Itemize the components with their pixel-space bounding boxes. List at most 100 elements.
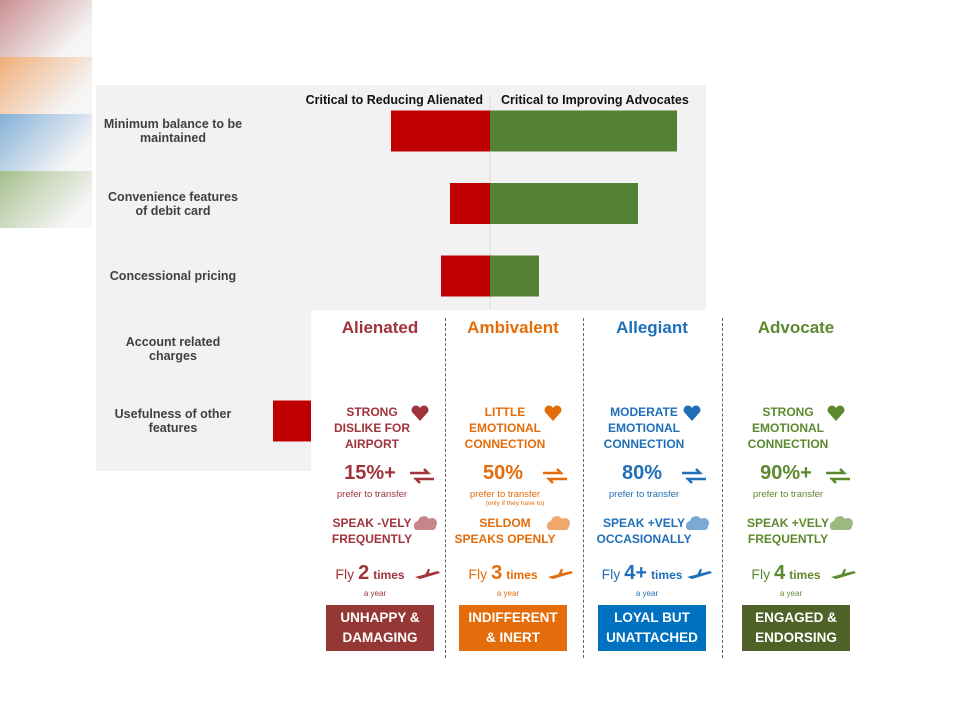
verdict-box bbox=[598, 605, 706, 651]
speak-text: FREQUENTLY bbox=[747, 532, 829, 546]
header-left: Critical to Reducing Alienated bbox=[305, 93, 483, 107]
bar bbox=[490, 183, 638, 224]
segment-title: Ambivalent bbox=[467, 318, 559, 337]
fly-count: 4 bbox=[774, 562, 786, 584]
emotion-text: STRONG bbox=[346, 405, 398, 419]
plane-icon bbox=[548, 569, 573, 579]
heart-icon bbox=[411, 405, 429, 421]
emotion-text: LITTLE bbox=[484, 405, 526, 419]
column-divider bbox=[583, 318, 584, 658]
fly-unit: times bbox=[651, 568, 683, 582]
transfer-percent: 90%+ bbox=[760, 462, 812, 484]
category-label: Concessional pricing bbox=[109, 269, 237, 283]
emotion-text: CONNECTION bbox=[603, 437, 685, 451]
heart-icon bbox=[827, 405, 845, 421]
fly-label: Fly bbox=[335, 566, 355, 582]
speak-text: OCCASIONALLY bbox=[596, 532, 692, 546]
transfer-icon bbox=[543, 468, 567, 484]
fly-count: 3 bbox=[491, 562, 503, 584]
heart-icon bbox=[683, 405, 701, 421]
category-label: Convenience features of debit card bbox=[108, 189, 238, 218]
transfer-text: prefer to transfer bbox=[752, 489, 824, 500]
transfer-percent: 50% bbox=[482, 462, 524, 484]
speak-text: SPEAK -VELY bbox=[332, 516, 412, 530]
fly-unit: times bbox=[506, 568, 538, 582]
column-divider bbox=[722, 318, 723, 658]
heart-shape bbox=[544, 405, 562, 421]
bar bbox=[490, 110, 677, 152]
cloud-icon bbox=[685, 516, 709, 530]
verdict-text: UNATTACHED bbox=[606, 630, 698, 645]
cloud-shape bbox=[829, 516, 853, 530]
emotion-text: EMOTIONAL bbox=[752, 421, 824, 435]
category-label: Account related charges bbox=[125, 334, 221, 363]
verdict-text: & INERT bbox=[486, 630, 540, 645]
plane-shape bbox=[415, 569, 440, 579]
emotion-text: AIRPORT bbox=[345, 437, 399, 451]
category-label: Usefulness of other features bbox=[114, 407, 232, 435]
bar bbox=[490, 255, 539, 297]
plane-icon bbox=[415, 569, 440, 579]
cloud-icon bbox=[829, 516, 853, 530]
emotion-text: DISLIKE FOR bbox=[333, 421, 410, 435]
verdict-box bbox=[742, 605, 850, 651]
segment-photo bbox=[0, 114, 92, 171]
transfer-percent: 80% bbox=[621, 462, 663, 484]
transfer-text: prefer to transfer bbox=[608, 489, 680, 500]
per-year: a year bbox=[779, 589, 803, 598]
heart-shape bbox=[683, 405, 701, 421]
fly-line: Fly 4 times bbox=[718, 562, 858, 585]
verdict-text: LOYAL BUT bbox=[614, 610, 690, 625]
fly-label: Fly bbox=[601, 566, 621, 582]
verdict-box bbox=[459, 605, 567, 651]
transfer-icon bbox=[682, 468, 706, 484]
transfer-icon bbox=[410, 468, 434, 484]
transfer-shape bbox=[410, 468, 434, 484]
fly-count: 2 bbox=[358, 562, 370, 584]
verdict-text: DAMAGING bbox=[342, 630, 418, 645]
fly-unit: times bbox=[789, 568, 821, 582]
segment-title: Allegiant bbox=[616, 318, 688, 337]
segment-panel bbox=[311, 310, 871, 662]
fly-line: Fly 4+ times bbox=[574, 562, 714, 585]
cloud-shape bbox=[685, 516, 709, 530]
fly-count: 4+ bbox=[624, 562, 648, 584]
verdict-box bbox=[326, 605, 434, 651]
bar bbox=[391, 110, 490, 152]
heart-shape bbox=[827, 405, 845, 421]
fly-label: Fly bbox=[468, 566, 488, 582]
segment-photo bbox=[0, 0, 92, 57]
verdict-text: ENDORSING bbox=[755, 630, 837, 645]
transfer-note: (only if they have to) bbox=[485, 500, 545, 507]
plane-shape bbox=[548, 569, 573, 579]
plane-shape bbox=[831, 569, 856, 579]
cloud-icon bbox=[546, 516, 570, 530]
emotion-text: CONNECTION bbox=[464, 437, 546, 451]
fly-line: Fly 2 times bbox=[302, 562, 442, 585]
plane-icon bbox=[831, 569, 856, 579]
verdict-text: UNHAPPY & bbox=[340, 610, 420, 625]
per-year: a year bbox=[363, 589, 387, 598]
speak-text: SELDOM bbox=[479, 516, 531, 530]
column-divider bbox=[445, 318, 446, 658]
plane-icon bbox=[687, 569, 712, 579]
transfer-icon bbox=[826, 468, 850, 484]
speak-text: FREQUENTLY bbox=[331, 532, 413, 546]
speak-text: SPEAK +VELY bbox=[747, 516, 829, 530]
fly-line: Fly 3 times bbox=[435, 562, 575, 585]
bar bbox=[441, 255, 490, 297]
per-year: a year bbox=[635, 589, 659, 598]
header-right: Critical to Improving Advocates bbox=[501, 93, 689, 107]
emotion-text: EMOTIONAL bbox=[469, 421, 541, 435]
cloud-icon bbox=[413, 516, 437, 530]
emotion-text: CONNECTION bbox=[747, 437, 829, 451]
cloud-shape bbox=[546, 516, 570, 530]
segment-photo bbox=[0, 57, 92, 114]
fly-unit: times bbox=[373, 568, 405, 582]
bar bbox=[450, 183, 490, 224]
per-year: a year bbox=[496, 589, 520, 598]
category-label: Minimum balance to be maintained bbox=[103, 117, 243, 145]
fly-label: Fly bbox=[751, 566, 771, 582]
transfer-text: prefer to transfer bbox=[469, 489, 541, 500]
